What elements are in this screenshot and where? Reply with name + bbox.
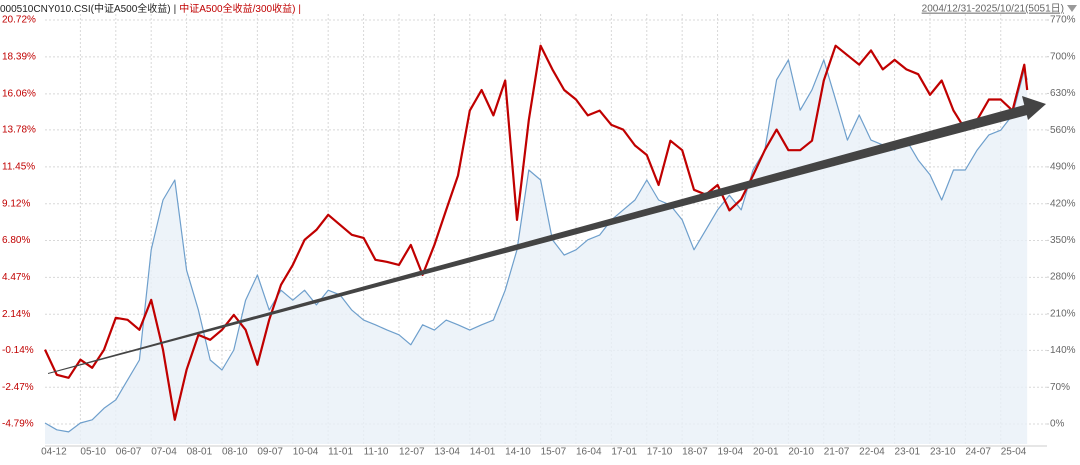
legend-entry: 000510CNY010.CSI(中证A500全收益): [0, 2, 171, 15]
y2-tick-label: 280%: [1050, 272, 1076, 283]
y2-tick-label: 700%: [1050, 51, 1076, 62]
date-range[interactable]: 2004/12/31-2025/10/21(5051日): [922, 4, 1064, 15]
y2-tick-label: 210%: [1050, 308, 1076, 319]
y-tick-label: 9.12%: [2, 198, 30, 209]
x-tick-label: 12-07: [399, 447, 425, 458]
legend: 000510CNY010.CSI(中证A500全收益) | 中证A500全收益/30…: [0, 2, 301, 15]
line: [44, 44, 1029, 421]
y-tick-label: -4.79%: [2, 419, 34, 430]
x-tick-label: 20-01: [753, 447, 779, 458]
x-tick-label: 11-10: [364, 447, 389, 458]
x-tick-label: 07-04: [151, 447, 177, 458]
y2-tick-label: 420%: [1050, 198, 1076, 209]
x-tick-label: 06-07: [116, 447, 142, 458]
plot: [44, 44, 1029, 445]
x-tick-label: 25-04: [1001, 447, 1027, 458]
x-tick-label: 23-10: [930, 447, 956, 458]
y-tick-label: -2.47%: [2, 382, 34, 393]
x-tick-label: 10-04: [293, 447, 319, 458]
x-tick-label: 19-04: [718, 447, 744, 458]
x-tick-label: 18-07: [682, 447, 708, 458]
y2-tick-label: 560%: [1050, 125, 1076, 136]
y2-tick-label: 70%: [1050, 382, 1070, 393]
dropdown-icon[interactable]: [1067, 5, 1077, 12]
legend-entry: 中证A500全收益/300收益): [179, 2, 295, 15]
y2-tick-label: 0%: [1050, 419, 1065, 430]
y-tick-label: 13.78%: [2, 125, 36, 136]
x-tick-label: 14-01: [470, 447, 496, 458]
y-tick-label: 20.72%: [2, 15, 36, 26]
y-tick-label: 6.80%: [2, 235, 30, 246]
y2-tick-label: 630%: [1050, 88, 1076, 99]
area: [45, 59, 1028, 445]
y-tick-label: -0.14%: [2, 345, 34, 356]
y2-tick-label: 770%: [1050, 15, 1076, 26]
x-tick-label: 11-01: [328, 447, 353, 458]
y-tick-label: 2.14%: [2, 309, 30, 320]
x-tick-label: 24-07: [965, 447, 991, 458]
y-tick-label: 11.45%: [2, 161, 35, 172]
x-tick-label: 13-04: [434, 447, 460, 458]
x-tick-label: 22-04: [859, 447, 885, 458]
x-tick-label: 17-01: [611, 447, 637, 458]
y2-tick-label: 490%: [1050, 162, 1076, 173]
x-tick-label: 08-01: [187, 447, 213, 458]
x-tick-label: 20-10: [788, 447, 814, 458]
separator: |: [174, 4, 177, 15]
y-tick-label: 16.06%: [2, 88, 36, 99]
y2-tick-label: 140%: [1050, 345, 1076, 356]
trend-arrow-head: [1022, 96, 1046, 120]
trend-arrow: [48, 104, 1031, 374]
x-tick-label: 23-01: [895, 447, 921, 458]
x-tick-label: 05-10: [80, 447, 106, 458]
x-tick-label: 08-10: [222, 447, 248, 458]
x-tick-label: 15-07: [541, 447, 567, 458]
separator: |: [298, 4, 301, 15]
x-tick-label: 14-10: [505, 447, 531, 458]
x-tick-label: 16-04: [576, 447, 602, 458]
x-tick-label: 17-10: [647, 447, 673, 458]
y-tick-label: 18.39%: [2, 52, 36, 63]
y2-tick-label: 350%: [1050, 235, 1076, 246]
x-tick-label: 21-07: [824, 447, 850, 458]
x-tick-label: 04-12: [41, 447, 67, 458]
line: [44, 59, 1028, 433]
x-tick-label: 09-07: [257, 447, 283, 458]
y-tick-label: 4.47%: [2, 272, 30, 283]
